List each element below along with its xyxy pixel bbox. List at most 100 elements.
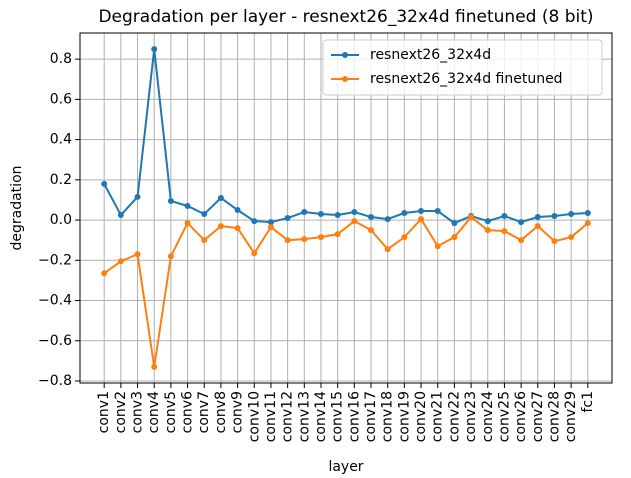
point — [101, 180, 108, 187]
point — [368, 227, 375, 234]
point — [251, 250, 258, 257]
x-tick-label: conv17 — [363, 391, 379, 442]
y-tick-label: 0.8 — [50, 51, 72, 67]
y-tick-label: −0.6 — [38, 333, 72, 349]
x-tick-label: conv13 — [296, 391, 312, 442]
x-tick-label: conv7 — [196, 391, 212, 433]
point — [501, 213, 508, 220]
point — [551, 213, 558, 220]
point — [101, 270, 108, 277]
point — [301, 209, 308, 216]
point — [401, 234, 408, 241]
point — [217, 194, 224, 201]
x-tick-label: conv20 — [413, 391, 429, 442]
point — [184, 220, 191, 227]
y-tick-label: 0.4 — [50, 132, 72, 148]
point — [351, 209, 358, 216]
point — [234, 207, 241, 214]
x-tick-label: conv12 — [280, 391, 296, 442]
point — [351, 218, 358, 225]
point — [334, 212, 341, 219]
point — [301, 236, 308, 243]
point — [584, 210, 591, 217]
x-tick-label: conv15 — [330, 391, 346, 442]
point — [267, 224, 274, 231]
x-tick-label: conv27 — [530, 391, 546, 442]
point — [167, 197, 174, 204]
series-line — [103, 215, 589, 368]
legend-box — [322, 39, 603, 96]
x-tick-label: conv4 — [146, 391, 162, 433]
point — [201, 211, 208, 218]
point — [568, 211, 575, 218]
x-tick-label: conv24 — [480, 391, 496, 442]
x-tick-label: conv8 — [213, 391, 229, 433]
point — [418, 216, 425, 223]
legend-marker — [342, 76, 348, 82]
point — [484, 218, 491, 225]
point — [234, 225, 241, 232]
point — [451, 220, 458, 227]
point — [251, 218, 258, 225]
point — [317, 211, 324, 218]
point — [551, 238, 558, 245]
point — [468, 214, 475, 221]
x-tick-label: conv6 — [180, 391, 196, 433]
y-tick-label: −0.4 — [38, 293, 72, 309]
x-tick-label: conv2 — [113, 391, 129, 433]
chart-title: Degradation per layer - resnext26_32x4d … — [98, 7, 593, 27]
x-tick-label: conv14 — [313, 391, 329, 442]
plot-frame — [79, 32, 613, 384]
point — [284, 215, 291, 222]
point — [217, 223, 224, 230]
point — [184, 202, 191, 209]
x-tick-label: conv28 — [546, 391, 562, 442]
point — [518, 219, 525, 226]
point — [434, 208, 441, 215]
point — [117, 258, 124, 265]
point — [384, 246, 391, 253]
y-axis-label: degradation — [9, 165, 25, 250]
y-tick-label: 0.2 — [50, 172, 72, 188]
x-tick-label: conv23 — [463, 391, 479, 442]
point — [334, 231, 341, 238]
x-tick-label: conv9 — [230, 391, 246, 433]
x-tick-label: conv16 — [346, 391, 362, 442]
x-tick-label: conv5 — [163, 391, 179, 433]
x-tick-label: conv18 — [380, 391, 396, 442]
point — [317, 234, 324, 241]
point — [501, 228, 508, 235]
y-tick-label: −0.2 — [38, 252, 72, 268]
point — [584, 220, 591, 227]
point — [534, 223, 541, 230]
legend-marker — [342, 52, 348, 58]
point — [117, 212, 124, 219]
point — [401, 210, 408, 217]
y-tick-label: 0.0 — [50, 212, 72, 228]
point — [134, 251, 141, 258]
x-tick-label: conv1 — [96, 391, 112, 433]
point — [484, 227, 491, 234]
x-tick-label: conv10 — [246, 391, 262, 442]
point — [451, 234, 458, 241]
legend-label: resnext26_32x4d finetuned — [370, 71, 563, 87]
point — [134, 193, 141, 200]
x-tick-label: conv19 — [396, 391, 412, 442]
point — [368, 214, 375, 221]
point — [167, 253, 174, 260]
point — [267, 219, 274, 226]
point — [418, 208, 425, 215]
point — [518, 237, 525, 244]
legend-label: resnext26_32x4d — [370, 47, 491, 63]
x-tick-label: conv22 — [446, 391, 462, 442]
y-tick-label: −0.8 — [38, 373, 72, 389]
point — [151, 46, 158, 53]
y-tick-label: 0.6 — [50, 91, 72, 107]
point — [534, 214, 541, 221]
x-tick-label: conv25 — [496, 391, 512, 442]
x-tick-label: fc1 — [580, 391, 596, 413]
point — [434, 243, 441, 250]
x-tick-label: conv11 — [263, 391, 279, 442]
point — [284, 237, 291, 244]
